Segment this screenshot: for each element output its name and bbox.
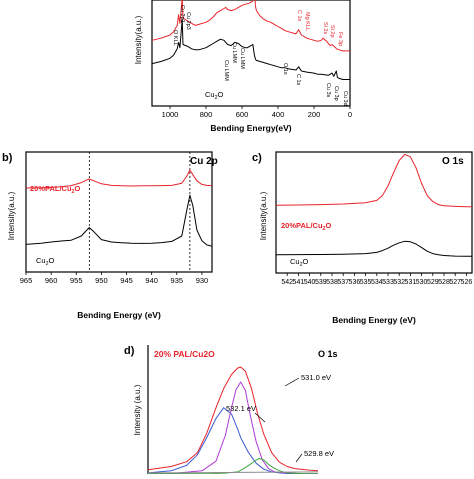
panel-b-title: Cu 2p [190, 156, 218, 167]
panel-a-series-line-0 [151, 0, 350, 52]
panel-c-x-tick-label-15: 527 [449, 279, 461, 286]
panel-b-series-label-0: 20%PAL/Cu2O [30, 184, 80, 195]
panel-a-red-annotation-0: Mg KLL [304, 12, 310, 31]
panel-d-series-line-4 [147, 471, 319, 474]
panel-a-frame [151, 0, 351, 107]
panel-c-x-tick-label-14: 528 [438, 279, 450, 286]
panel-c-x-tick-label-10: 532 [393, 279, 405, 286]
panel-b-series-line-0 [25, 169, 213, 189]
panel-a-black-annotation-1: Cu 2p1 [179, 5, 185, 23]
panel-d-series-line-1 [147, 407, 319, 475]
panel-c-x-tick-label-1: 541 [293, 279, 305, 286]
panel-c-letter: c) [252, 152, 262, 164]
panel-c-xlabel: Bending Energy (eV) [332, 315, 416, 325]
panel-b-series-label-1: Cu2O [36, 256, 55, 267]
panel-c-x-tick-label-0: 542 [281, 279, 293, 286]
panel-c-ylabel: Intensity(a.u.) [259, 191, 268, 240]
panel-c-x-tick-label-7: 535 [360, 279, 372, 286]
panel-c-x-tick-label-12: 530 [416, 279, 428, 286]
panel-d-peak-leader-2 [295, 453, 303, 463]
panel-c-x-tick-label-11: 531 [405, 279, 417, 286]
panel-c-x-tick-label-8: 534 [371, 279, 383, 286]
panel-c-x-tick-label-6: 536 [349, 279, 361, 286]
panel-c-x-tick-label-13: 529 [427, 279, 439, 286]
panel-c-x-tick-label-9: 533 [382, 279, 394, 286]
panel-a-black-annotation-4: Cu LMM [231, 42, 237, 63]
panel-d-title: O 1s [318, 349, 338, 359]
panel-d-sample-label: 20% PAL/Cu2O [154, 349, 215, 359]
panel-b-x-tick-label-7: 930 [196, 276, 209, 285]
panel-c-title: O 1s [442, 156, 464, 167]
panel-a-x-tick-label-2: 600 [236, 110, 249, 119]
panel-a-red-annotation-2: Si 2s [322, 22, 328, 34]
panel-c-frame [275, 151, 473, 274]
panel-a-red-annotation-3: Si 2p [329, 25, 335, 38]
panel-d-peak-leader-0 [284, 377, 300, 387]
panel-b-x-tick-label-1: 960 [45, 276, 58, 285]
panel-b-x-tick-label-3: 950 [95, 276, 108, 285]
panel-a-red-annotation-4: Fe 3p [337, 32, 343, 46]
panel-a-series-label-0: Cu2O [205, 90, 224, 101]
panel-c-x-tick-label-3: 539 [315, 279, 327, 286]
panel-a-black-annotation-3: Cu LMM [223, 60, 229, 81]
panel-a-black-annotation-5: Cu LMM [239, 48, 245, 69]
panel-d-letter: d) [124, 345, 135, 357]
panel-a-x-tick-label-0: 1000 [162, 110, 179, 119]
panel-d-series-line-2 [147, 381, 319, 475]
panel-b-xlabel: Bending Energy (eV) [77, 310, 161, 320]
panel-a-x-tick-label-5: 0 [348, 110, 352, 119]
panel-d-peak-label-2: 529.8 eV [304, 449, 334, 458]
panel-d-ylabel: Intensity (a.u.) [133, 384, 142, 435]
panel-a-black-annotation-7: C 1s [295, 74, 301, 86]
panel-c-series-label-1: Cu2O [290, 257, 309, 268]
panel-b-ylabel: Intensity(a.u.) [7, 191, 16, 240]
panel-a-red-annotation-1: C 1s [296, 10, 302, 22]
panel-b-series-line-1 [25, 194, 213, 247]
panel-c-series-line-1 [275, 240, 472, 257]
panel-b-x-tick-label-4: 945 [120, 276, 133, 285]
panel-a-black-annotation-2: Cu 2p3 [185, 12, 191, 30]
panel-b-x-tick-label-5: 940 [145, 276, 158, 285]
panel-d-peak-leader-1 [254, 412, 266, 423]
panel-c-x-tick-label-16: 526 [461, 279, 473, 286]
panel-d-peak-label-0: 531.0 eV [301, 373, 331, 382]
panel-a-series-line-1 [151, 18, 350, 80]
panel-a-black-annotation-9: Cu 3p [333, 86, 339, 101]
panel-c-x-tick-label-5: 537 [337, 279, 349, 286]
panel-b-x-tick-label-2: 955 [70, 276, 83, 285]
panel-c-x-tick-label-4: 538 [326, 279, 338, 286]
panel-c-series-line-0 [275, 153, 472, 208]
panel-a-ylabel: Intensity(a.u.) [134, 15, 143, 64]
panel-b-frame [25, 151, 213, 273]
panel-a-x-tick-label-3: 400 [272, 110, 285, 119]
panel-a-x-tick-label-4: 200 [308, 110, 321, 119]
panel-c-x-tick-label-2: 540 [304, 279, 316, 286]
panel-a-black-annotation-0: O KLL [172, 30, 178, 46]
panel-b-x-tick-label-6: 935 [171, 276, 184, 285]
panel-b-x-tick-label-0: 965 [20, 276, 33, 285]
panel-a-black-annotation-8: Cu 3s [325, 83, 331, 98]
panel-c-series-label-0: 20%PAL/Cu2O [281, 221, 331, 232]
panel-d-series-line-0 [147, 366, 319, 472]
panel-a-x-tick-label-1: 800 [200, 110, 213, 119]
panel-a-black-annotation-10: Cu 3d [342, 91, 348, 106]
panel-a-xlabel: Bending Energy(eV) [210, 123, 291, 133]
panel-b-letter: b) [2, 152, 13, 164]
panel-d-peak-label-1: 532.1 eV [226, 404, 256, 413]
panel-a-black-annotation-6: O 1s [282, 63, 288, 75]
